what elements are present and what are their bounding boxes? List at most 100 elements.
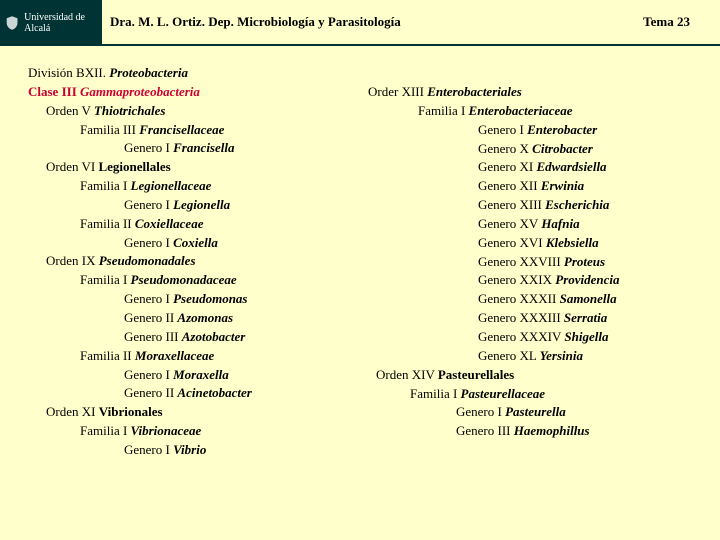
line-prefix: Genero I	[124, 291, 173, 306]
taxonomy-line: Orden IX Pseudomonadales	[28, 252, 368, 271]
taxon-name: Proteus	[564, 254, 605, 269]
taxon-name: Pseudomonadales	[99, 253, 196, 268]
taxonomy-line: Genero XIII Escherichia	[368, 196, 708, 215]
header: Universidad de Alcalá Dra. M. L. Ortiz. …	[0, 0, 720, 46]
line-prefix: Order XIII	[368, 84, 427, 99]
shield-icon	[4, 13, 20, 33]
taxonomy-line: Orden VI Legionellales	[28, 158, 368, 177]
taxonomy-line: Genero III Haemophillus	[368, 422, 708, 441]
taxonomy-line: Genero I Coxiella	[28, 234, 368, 253]
taxonomy-line: Familia III Francisellaceae	[28, 121, 368, 140]
taxon-name: Moraxellaceae	[135, 348, 214, 363]
line-prefix: Orden XIV	[376, 367, 438, 382]
taxonomy-line: Genero I Vibrio	[28, 441, 368, 460]
taxon-name: Vibrionales	[99, 404, 163, 419]
taxonomy-line: Genero I Pasteurella	[368, 403, 708, 422]
dept-text: Dra. M. L. Ortiz. Dep. Microbiología y P…	[110, 14, 401, 30]
line-prefix: Familia I	[80, 272, 131, 287]
line-prefix: Genero XI	[478, 159, 536, 174]
taxonomy-line: Genero XXXIII Serratia	[368, 309, 708, 328]
taxon-name: Pseudomonadaceae	[131, 272, 237, 287]
taxonomy-line: Orden XIV Pasteurellales	[368, 366, 708, 385]
line-prefix: Genero I	[124, 197, 173, 212]
taxon-name: Coxiella	[173, 235, 218, 250]
taxonomy-line: Genero I Pseudomonas	[28, 290, 368, 309]
taxonomy-line: Genero I Francisella	[28, 139, 368, 158]
taxonomy-line: Familia II Moraxellaceae	[28, 347, 368, 366]
taxonomy-line: Genero XL Yersinia	[368, 347, 708, 366]
taxonomy-line: Genero II Acinetobacter	[28, 384, 368, 403]
line-prefix: Familia I	[80, 423, 131, 438]
taxonomy-line: Genero XXXIV Shigella	[368, 328, 708, 347]
taxonomy-line: Familia I Pasteurellaceae	[368, 385, 708, 404]
content: División BXII. Proteobacteria Clase III …	[0, 46, 720, 460]
line-prefix: Familia II	[80, 348, 135, 363]
taxonomy-line: Order XIII Enterobacteriales	[368, 83, 708, 102]
taxonomy-line: Genero III Azotobacter	[28, 328, 368, 347]
line-prefix: Genero XXXIII	[478, 310, 564, 325]
line-prefix: Familia I	[80, 178, 131, 193]
taxonomy-line: Orden XI Vibrionales	[28, 403, 368, 422]
line-prefix: Orden V	[46, 103, 94, 118]
taxonomy-line: Genero X Citrobacter	[368, 140, 708, 159]
taxon-name: Moraxella	[173, 367, 229, 382]
taxon-name: Pasteurella	[505, 404, 566, 419]
line-prefix: Orden IX	[46, 253, 99, 268]
line-prefix: Genero I	[478, 122, 527, 137]
line-prefix: Genero XXIX	[478, 272, 555, 287]
taxonomy-line: Genero I Moraxella	[28, 366, 368, 385]
logo-box: Universidad de Alcalá	[0, 0, 100, 46]
line-prefix: Genero XL	[478, 348, 540, 363]
taxon-name: Shigella	[564, 329, 608, 344]
left-column: División BXII. Proteobacteria Clase III …	[28, 64, 368, 460]
taxonomy-line: Genero XI Edwardsiella	[368, 158, 708, 177]
taxonomy-line: Genero II Azomonas	[28, 309, 368, 328]
line-prefix: Genero XII	[478, 178, 541, 193]
line-prefix: Genero I	[456, 404, 505, 419]
taxon-name: Vibrio	[173, 442, 206, 457]
line-prefix: Genero XXXII	[478, 291, 560, 306]
taxonomy-line: Familia I Vibrionaceae	[28, 422, 368, 441]
taxonomy-line: Genero XXXII Samonella	[368, 290, 708, 309]
line-prefix: Genero XXXIV	[478, 329, 564, 344]
line-prefix: Genero II	[124, 385, 177, 400]
taxon-name: Vibrionaceae	[131, 423, 202, 438]
taxonomy-line: Genero XII Erwinia	[368, 177, 708, 196]
taxon-name: Escherichia	[545, 197, 609, 212]
taxon-name: Enterobacteriales	[427, 84, 522, 99]
taxon-name: Hafnia	[541, 216, 579, 231]
line-prefix: Genero XVI	[478, 235, 546, 250]
taxon-name: Legionellales	[98, 159, 170, 174]
dept-title: Dra. M. L. Ortiz. Dep. Microbiología y P…	[100, 0, 720, 46]
line-prefix: Orden XI	[46, 404, 99, 419]
taxon-name: Serratia	[564, 310, 607, 325]
taxonomy-line: Familia I Enterobacteriaceae	[368, 102, 708, 121]
taxon-name: Azomonas	[177, 310, 233, 325]
taxon-name: Thiotrichales	[94, 103, 166, 118]
taxonomy-line: Genero XV Hafnia	[368, 215, 708, 234]
university-logo: Universidad de Alcalá	[4, 12, 96, 34]
taxon-name: Citrobacter	[532, 141, 593, 156]
taxon-name: Legionellaceae	[131, 178, 212, 193]
taxon-name: Enterobacter	[527, 122, 597, 137]
line-prefix: Genero II	[124, 310, 177, 325]
taxon-name: Klebsiella	[546, 235, 599, 250]
taxon-name: Enterobacteriaceae	[469, 103, 573, 118]
line-prefix: Familia I	[418, 103, 469, 118]
taxon-name: Francisellaceae	[139, 122, 224, 137]
taxon-name: Samonella	[560, 291, 617, 306]
taxonomy-line: Orden V Thiotrichales	[28, 102, 368, 121]
line-prefix: Familia III	[80, 122, 139, 137]
clase-label: Clase III	[28, 84, 80, 99]
right-column: Order XIII EnterobacterialesFamilia I En…	[368, 64, 708, 460]
taxon-name: Legionella	[173, 197, 230, 212]
taxon-name: Haemophillus	[514, 423, 590, 438]
line-prefix: Genero III	[124, 329, 182, 344]
taxon-name: Pasteurellales	[438, 367, 514, 382]
line-prefix: Genero I	[124, 367, 173, 382]
line-prefix: Genero I	[124, 140, 173, 155]
line-prefix: Familia I	[410, 386, 461, 401]
taxon-name: Yersinia	[540, 348, 583, 363]
line-prefix: Genero I	[124, 442, 173, 457]
taxonomy-line: Familia I Legionellaceae	[28, 177, 368, 196]
